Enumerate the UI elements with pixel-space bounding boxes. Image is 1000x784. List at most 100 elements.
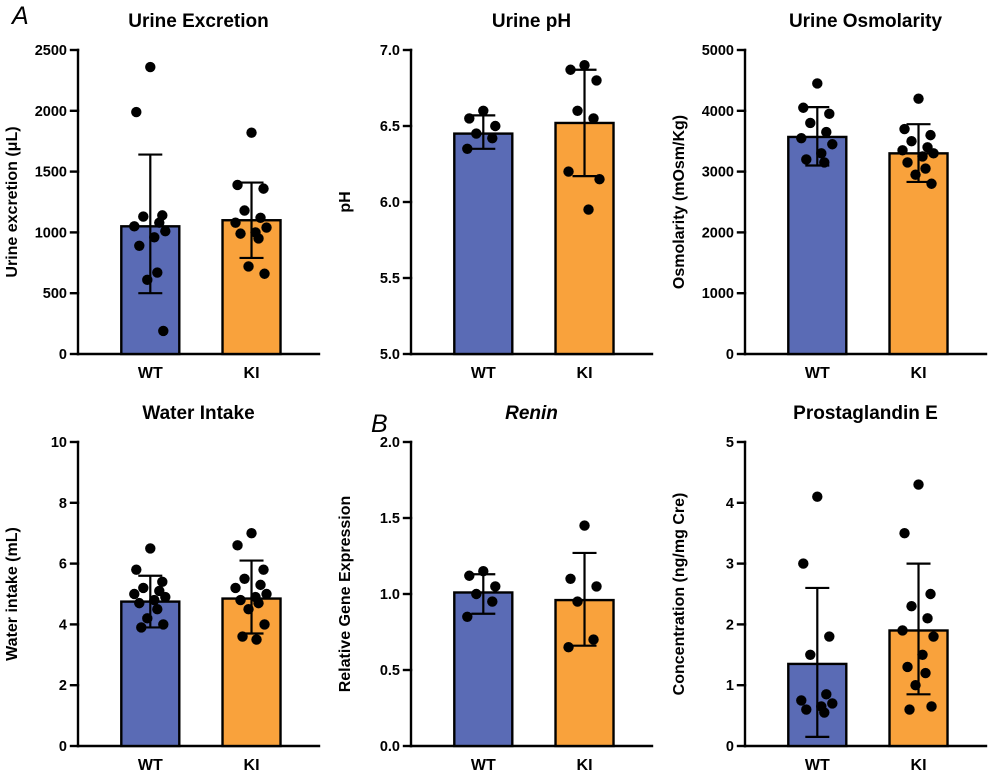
data-point	[259, 619, 270, 630]
data-point	[924, 129, 936, 141]
data-point	[804, 117, 816, 129]
y-tick-label: 3	[726, 557, 734, 573]
data-point	[588, 113, 600, 124]
y-axis-label: Concentration (ng/mg Cre)	[671, 493, 688, 696]
y-tick-label: 8	[59, 496, 67, 512]
data-point	[134, 597, 145, 609]
data-point	[916, 649, 928, 660]
data-point	[478, 566, 489, 577]
data-point	[258, 183, 269, 194]
data-point	[903, 704, 915, 715]
y-tick-label: 4000	[701, 104, 733, 120]
data-point	[154, 217, 165, 228]
chart-urine-osmolarity: Urine Osmolarity Osmolarity (mOsm/Kg) 0 100…	[667, 0, 1000, 392]
data-point	[927, 148, 939, 159]
data-point	[823, 108, 835, 120]
data-point	[258, 564, 269, 575]
data-point	[490, 120, 501, 132]
x-category-label: WT	[471, 757, 496, 774]
data-point	[230, 217, 241, 228]
chart-svg: Prostaglandin E Concentration (ng/mg Cre)…	[671, 403, 987, 774]
data-point	[145, 61, 156, 73]
data-point	[901, 661, 913, 673]
y-tick-label: 2000	[35, 104, 67, 120]
data-point	[572, 105, 584, 117]
data-point	[462, 611, 473, 622]
y-tick-label: 1000	[701, 286, 733, 302]
data-point	[138, 211, 149, 222]
x-category-label: WT	[805, 365, 830, 382]
data-point	[896, 145, 908, 156]
data-point	[134, 240, 145, 251]
data-point	[158, 619, 169, 630]
data-point	[145, 543, 156, 554]
chart-svg: Renin Relative Gene Expression 0.0 0.5 1.0 1.…	[337, 403, 654, 774]
data-point	[158, 325, 169, 337]
bar-wt	[786, 135, 848, 356]
data-point	[259, 268, 270, 279]
y-tick-label: 5.5	[380, 271, 400, 287]
data-point	[901, 157, 913, 168]
chart-title: Renin	[505, 403, 558, 424]
data-point	[261, 222, 272, 233]
y-tick-label: 2.0	[380, 435, 400, 451]
data-point	[138, 582, 149, 594]
data-point	[232, 540, 243, 551]
data-point	[160, 225, 171, 237]
data-point	[152, 267, 163, 278]
data-point	[572, 596, 584, 607]
y-tick-label: 1.5	[380, 511, 400, 527]
y-tick-label: 2000	[701, 225, 733, 241]
data-point	[826, 139, 838, 150]
data-point	[579, 59, 591, 71]
data-point	[131, 106, 142, 118]
data-point	[924, 588, 936, 600]
data-point	[591, 75, 603, 86]
data-point	[464, 113, 475, 124]
x-category-label: KI	[244, 757, 260, 774]
data-point	[487, 132, 498, 144]
y-tick-label: 0	[59, 739, 67, 755]
data-point	[565, 573, 577, 584]
data-point	[246, 127, 257, 138]
data-point	[909, 169, 921, 180]
data-point	[823, 631, 835, 642]
y-tick-label: 0	[59, 347, 67, 363]
data-point	[253, 597, 264, 609]
y-tick-label: 3000	[701, 165, 733, 181]
data-point	[243, 604, 254, 615]
data-point	[490, 581, 501, 592]
data-point	[487, 596, 498, 607]
y-tick-label: 4	[59, 617, 67, 633]
y-axis-label: Osmolarity (mOsm/Kg)	[671, 115, 688, 289]
y-tick-label: 5000	[701, 43, 733, 59]
data-point	[471, 588, 482, 600]
data-point	[591, 581, 603, 592]
data-point	[919, 163, 931, 174]
data-point	[912, 93, 924, 104]
data-point	[142, 274, 153, 286]
chart-svg: Urine Osmolarity Osmolarity (mOsm/Kg) 0 100…	[671, 11, 987, 382]
data-point	[462, 143, 473, 154]
chart-title: Urine pH	[492, 11, 571, 32]
data-point	[919, 667, 931, 679]
chart-svg: Water Intake Water intake (mL) 0 2 4 6 8 10 WT KI	[4, 403, 321, 774]
chart-water-intake: Water Intake Water intake (mL) 0 2 4 6 8 10 WT KI	[0, 392, 333, 784]
data-point	[261, 588, 272, 600]
data-point	[583, 204, 595, 215]
data-point	[818, 157, 830, 168]
x-category-label: WT	[471, 365, 496, 382]
y-axis-label: Urine excretion (μL)	[4, 126, 21, 277]
x-category-label: WT	[805, 757, 830, 774]
data-point	[464, 570, 475, 581]
y-tick-label: 1	[726, 678, 734, 694]
chart-title: Urine Excretion	[128, 11, 268, 32]
y-tick-label: 0	[726, 347, 734, 363]
data-point	[800, 154, 812, 165]
chart-title: Urine Osmolarity	[789, 11, 943, 32]
data-point	[927, 631, 939, 642]
data-point	[149, 594, 160, 606]
data-point	[246, 528, 257, 539]
x-category-label: WT	[138, 365, 163, 382]
